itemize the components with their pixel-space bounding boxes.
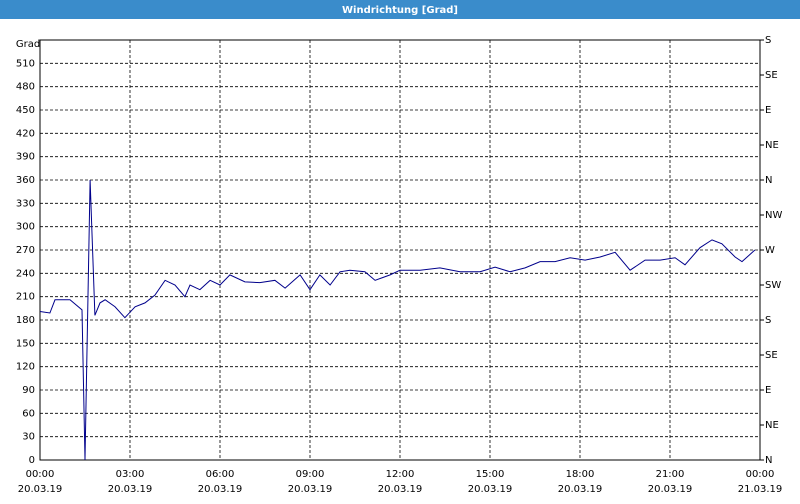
- y-tick-label: 330: [16, 198, 35, 209]
- x-tick-label: 15:00: [476, 469, 505, 480]
- y2-tick-label: W: [765, 245, 775, 256]
- y-tick-label: 420: [16, 128, 35, 139]
- y-tick-label: 240: [16, 268, 35, 279]
- x-tick-label: 06:00: [206, 469, 235, 480]
- y2-tick-label: N: [765, 455, 772, 466]
- y-tick-label: 510: [16, 58, 35, 69]
- y-tick-label: 270: [16, 245, 35, 256]
- y-axis-label: Grad: [16, 39, 40, 50]
- y-tick-label: 390: [16, 152, 35, 163]
- y2-tick-label: NW: [765, 210, 782, 221]
- y-tick-label: 30: [22, 432, 35, 443]
- chart-title: Windrichtung [Grad]: [342, 5, 458, 16]
- y2-tick-label: SE: [765, 350, 778, 361]
- x-tick-label: 00:00: [26, 469, 55, 480]
- y-tick-label: 300: [16, 222, 35, 233]
- y-tick-label: 0: [29, 455, 35, 466]
- x-tick-date: 20.03.19: [378, 484, 423, 495]
- y2-tick-label: SE: [765, 70, 778, 81]
- title-bar: [0, 0, 800, 19]
- y-tick-label: 450: [16, 105, 35, 116]
- x-tick-date: 20.03.19: [18, 484, 63, 495]
- y2-tick-label: N: [765, 175, 772, 186]
- x-tick-date: 20.03.19: [648, 484, 693, 495]
- x-tick-label: 09:00: [296, 469, 325, 480]
- y2-tick-label: E: [765, 385, 771, 396]
- x-tick-label: 21:00: [656, 469, 685, 480]
- y2-tick-label: E: [765, 105, 771, 116]
- x-tick-date: 20.03.19: [288, 484, 333, 495]
- y2-tick-label: SW: [765, 280, 781, 291]
- y-tick-label: 180: [16, 315, 35, 326]
- y2-tick-label: NE: [765, 140, 779, 151]
- x-tick-date: 20.03.19: [198, 484, 243, 495]
- x-tick-label: 03:00: [116, 469, 145, 480]
- y-tick-label: 480: [16, 82, 35, 93]
- y-tick-label: 360: [16, 175, 35, 186]
- y2-tick-label: S: [765, 35, 771, 46]
- data-line: [39, 179, 756, 461]
- x-tick-date: 20.03.19: [108, 484, 153, 495]
- x-tick-date: 20.03.19: [468, 484, 513, 495]
- x-tick-label: 00:00: [746, 469, 775, 480]
- x-tick-label: 18:00: [566, 469, 595, 480]
- y-tick-label: 60: [22, 408, 35, 419]
- y2-tick-label: NE: [765, 420, 779, 431]
- y2-tick-label: S: [765, 315, 771, 326]
- y-tick-label: 90: [22, 385, 35, 396]
- x-tick-label: 12:00: [386, 469, 415, 480]
- y-tick-label: 120: [16, 362, 35, 373]
- x-tick-date: 20.03.19: [558, 484, 603, 495]
- x-tick-date: 21.03.19: [738, 484, 783, 495]
- y-tick-label: 150: [16, 338, 35, 349]
- y-tick-label: 210: [16, 292, 35, 303]
